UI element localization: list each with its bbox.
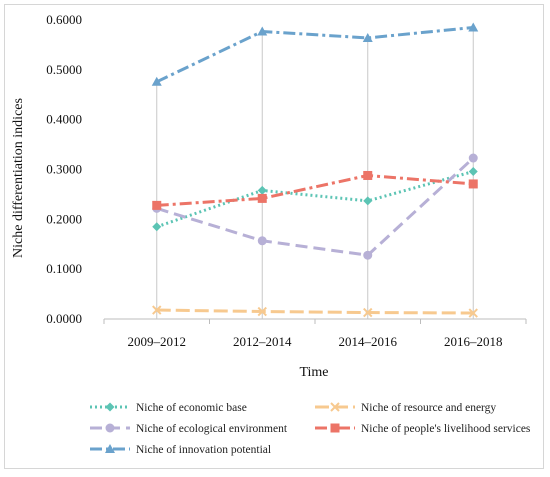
y-tick-label: 0.4000 bbox=[46, 112, 82, 127]
data-point bbox=[468, 166, 478, 176]
series-line bbox=[156, 308, 474, 315]
drop-lines bbox=[156, 27, 474, 319]
legend-swatch-marker bbox=[105, 423, 115, 433]
data-point bbox=[257, 185, 267, 195]
data-point bbox=[363, 196, 373, 206]
x-tick-label: 2016–2018 bbox=[444, 334, 503, 349]
legend-swatch-marker bbox=[330, 423, 340, 433]
y-axis-label: Niche differentiation indices bbox=[11, 98, 26, 258]
legend-label: Niche of ecological environment bbox=[136, 423, 288, 435]
y-tick-label: 0.6000 bbox=[46, 12, 82, 27]
legend-item: Niche of people's livelihood services bbox=[315, 423, 531, 435]
legend-label: Niche of economic base bbox=[136, 402, 247, 414]
chart-frame bbox=[4, 4, 544, 469]
legend-item: Niche of ecological environment bbox=[90, 423, 288, 435]
y-tick-label: 0.1000 bbox=[46, 261, 82, 276]
legend-swatch-marker bbox=[330, 402, 340, 412]
data-point bbox=[257, 26, 268, 36]
legend-label: Niche of resource and energy bbox=[361, 402, 496, 414]
x-tick-label: 2012–2014 bbox=[233, 334, 292, 349]
legend-item: Niche of resource and energy bbox=[315, 402, 496, 414]
legend-swatch-marker bbox=[105, 402, 115, 412]
legend-label: Niche of innovation potential bbox=[136, 444, 271, 456]
y-tick-label: 0.5000 bbox=[46, 62, 82, 77]
data-point bbox=[468, 179, 478, 189]
data-point bbox=[468, 153, 478, 163]
data-point bbox=[363, 170, 373, 180]
series-line bbox=[156, 170, 474, 229]
series-group bbox=[151, 22, 479, 318]
series-line bbox=[156, 156, 475, 257]
legend-swatch-marker bbox=[105, 444, 115, 453]
legend-label: Niche of people's livelihood services bbox=[361, 423, 531, 435]
x-tick-label: 2009–2012 bbox=[128, 334, 187, 349]
series-line bbox=[156, 173, 474, 207]
series-line bbox=[156, 25, 474, 84]
legend: Niche of economic base Niche of resource … bbox=[90, 402, 531, 456]
legend-item: Niche of innovation potential bbox=[90, 444, 271, 456]
data-point bbox=[151, 76, 162, 86]
tick-labels: 0.0000 0.1000 0.2000 0.3000 0.4000 0.5000 0.60… bbox=[46, 12, 502, 349]
data-point bbox=[152, 200, 162, 210]
data-point bbox=[152, 305, 162, 315]
data-point bbox=[468, 308, 478, 318]
data-point bbox=[257, 193, 267, 203]
data-point bbox=[363, 250, 373, 260]
series-niche-of-resource-and-energy bbox=[152, 305, 478, 318]
series-niche-of-people-s-livelihood-services bbox=[152, 170, 478, 210]
data-point bbox=[152, 222, 162, 232]
data-point bbox=[362, 32, 373, 42]
data-point bbox=[257, 306, 267, 317]
x-tick-label: 2014–2016 bbox=[339, 334, 398, 349]
y-tick-label: 0.3000 bbox=[46, 162, 82, 177]
legend-item: Niche of economic base bbox=[90, 402, 247, 414]
series-niche-of-innovation-potential bbox=[151, 22, 479, 86]
axes bbox=[103, 318, 527, 324]
data-point bbox=[363, 307, 373, 318]
data-point bbox=[257, 236, 267, 246]
x-axis-label: Time bbox=[299, 365, 328, 380]
series-niche-of-ecological-environment bbox=[152, 153, 478, 260]
data-point bbox=[468, 22, 479, 32]
y-tick-label: 0.0000 bbox=[46, 311, 82, 326]
series-niche-of-economic-base bbox=[152, 166, 478, 232]
y-tick-label: 0.2000 bbox=[46, 211, 82, 226]
